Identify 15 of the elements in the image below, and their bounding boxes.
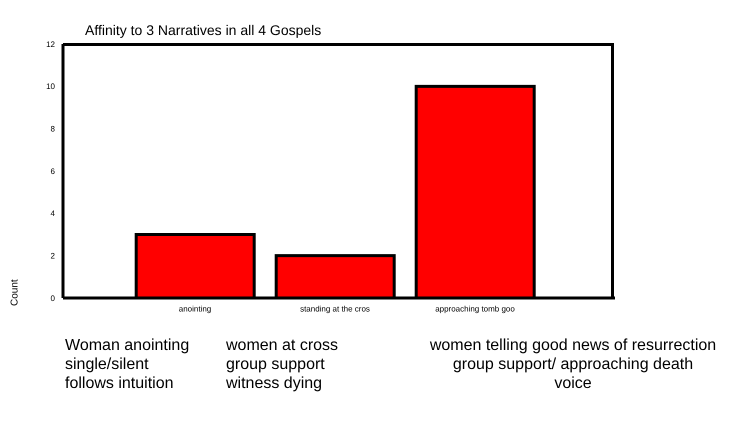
text: Woman anointing single/silent follows intuition [65, 336, 190, 393]
x-tick-label: anointing [178, 304, 212, 314]
y-axis-title: Count [10, 279, 21, 306]
x-tick-label: standing at the cros [300, 304, 370, 314]
y-tick-label: 6 [50, 166, 56, 176]
y-tick-label: 2 [50, 252, 56, 261]
y-tick-label: 12 [46, 40, 56, 49]
y-tick-label: 8 [50, 124, 56, 134]
y-tick-label: 10 [46, 82, 56, 92]
text: women telling good news of resurrection group support/ approaching death voice [428, 336, 718, 393]
x-tick-label: approaching tomb goo [435, 304, 516, 314]
y-tick-label: 4 [50, 209, 56, 218]
text: women at cross group support witness dying [226, 336, 340, 393]
y-tick-label: 0 [50, 294, 56, 303]
chart-title: Affinity to 3 Narratives in all 4 Gospels [85, 22, 322, 38]
